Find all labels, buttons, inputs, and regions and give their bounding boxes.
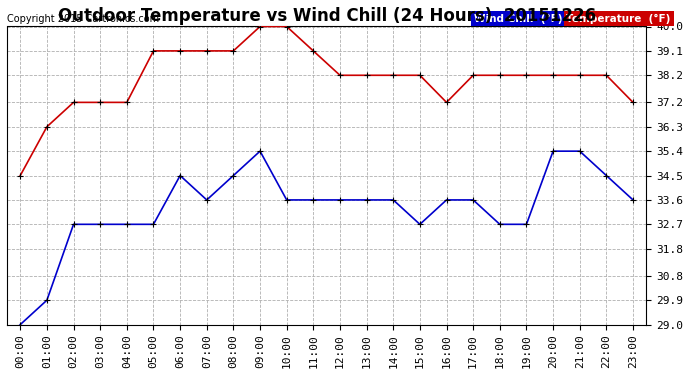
Text: Copyright 2015 Cartronics.com: Copyright 2015 Cartronics.com bbox=[7, 13, 159, 24]
Text: Temperature  (°F): Temperature (°F) bbox=[566, 13, 671, 24]
Text: Wind Chill  (°F): Wind Chill (°F) bbox=[474, 13, 562, 24]
Title: Outdoor Temperature vs Wind Chill (24 Hours)  20151226: Outdoor Temperature vs Wind Chill (24 Ho… bbox=[57, 7, 595, 25]
